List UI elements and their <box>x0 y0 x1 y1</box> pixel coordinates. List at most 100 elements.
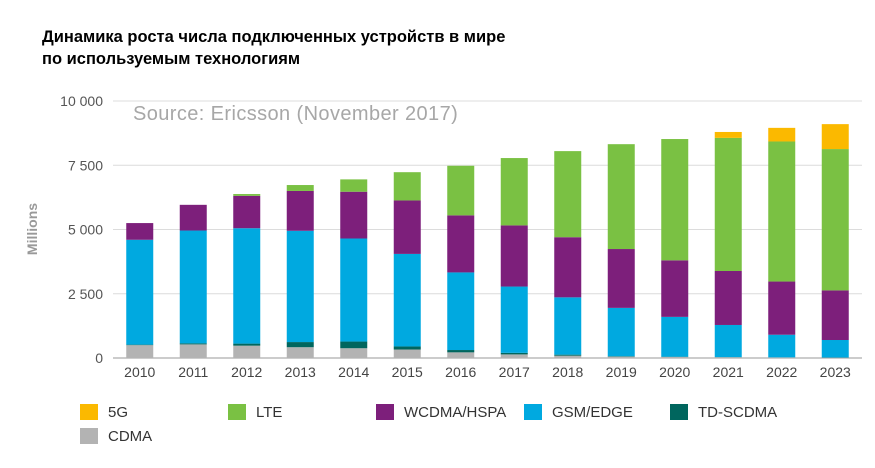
bar-lte-2016 <box>447 165 475 216</box>
bar-lte-2020 <box>661 139 689 261</box>
y-tick-label: 0 <box>95 350 103 366</box>
bar-lte-2019 <box>607 144 635 250</box>
bar-wcdma-hspa-2013 <box>286 190 314 231</box>
bar-lte-2014 <box>340 179 368 192</box>
bar-gsm-edge-2010 <box>126 239 154 345</box>
x-tick-label-2015: 2015 <box>392 364 423 380</box>
bar-td-scdma-2013 <box>286 342 314 348</box>
legend-item-wcdma-hspa: WCDMA/HSPA <box>376 402 506 424</box>
bar-cdma-2018 <box>554 355 582 358</box>
bar-td-scdma-2016 <box>447 350 475 353</box>
legend-swatch-lte <box>228 403 246 420</box>
bar-wcdma-hspa-2020 <box>661 260 689 317</box>
legend-swatch-td-scdma <box>670 403 688 420</box>
x-tick-label-2014: 2014 <box>338 364 369 380</box>
bar-cdma-2015 <box>393 349 421 358</box>
bar-cdma-2019 <box>607 356 635 358</box>
legend-item-gsm-edge: GSM/EDGE <box>524 402 633 424</box>
bar-gsm-edge-2023 <box>821 340 849 358</box>
legend-label-cdma: CDMA <box>108 428 153 445</box>
bar-gsm-edge-2013 <box>286 230 314 343</box>
bar-lte-2023 <box>821 149 849 291</box>
gridlines <box>113 100 862 359</box>
bar-gsm-edge-2022 <box>768 334 796 358</box>
x-tick-label-2010: 2010 <box>124 364 155 380</box>
bar-wcdma-hspa-2018 <box>554 237 582 298</box>
bar-lte-2021 <box>714 137 742 272</box>
x-axis-ticks: 2010 2011 2012 2013 2014 2015 2016 2017 2018 2019… <box>124 364 851 380</box>
bar-lte-2015 <box>393 172 421 201</box>
bar-lte-2013 <box>286 185 314 191</box>
chart-title-line-2: по используемым технологиям <box>42 50 301 68</box>
bar-td-scdma-2017 <box>500 352 528 355</box>
y-axis-ticks: 0 2 500 5 000 7 500 10 000 <box>60 93 103 366</box>
legend-swatch-gsm-edge <box>524 403 542 420</box>
bar-gsm-edge-2020 <box>661 316 689 357</box>
bar-gsm-edge-2015 <box>393 253 421 347</box>
bar-5g-2023 <box>821 124 849 150</box>
bar-gsm-edge-2017 <box>500 286 528 353</box>
source-annotation: Source: Ericsson (November 2017) <box>133 103 458 125</box>
x-tick-label-2017: 2017 <box>499 364 530 380</box>
bar-cdma-2012 <box>233 345 261 358</box>
bar-cdma-2013 <box>286 347 314 358</box>
bar-wcdma-hspa-2017 <box>500 225 528 287</box>
x-tick-label-2021: 2021 <box>713 364 744 380</box>
bar-td-scdma-2015 <box>393 346 421 350</box>
legend-label-5g: 5G <box>108 404 129 421</box>
bar-cdma-2016 <box>447 352 475 358</box>
y-tick-label: 5 000 <box>68 222 103 238</box>
bar-wcdma-hspa-2014 <box>340 191 368 239</box>
bar-gsm-edge-2016 <box>447 272 475 351</box>
chart-title-line-1: Динамика роста числа подключенных устрой… <box>42 28 506 46</box>
bar-wcdma-hspa-2012 <box>233 195 261 229</box>
y-tick-label: 10 000 <box>60 93 103 109</box>
bar-5g-2021 <box>714 131 742 138</box>
bar-gsm-edge-2014 <box>340 238 368 342</box>
legend-label-gsm-edge: GSM/EDGE <box>552 404 633 421</box>
chart-title: Динамика роста числа подключенных устрой… <box>42 26 642 70</box>
x-tick-label-2013: 2013 <box>285 364 316 380</box>
y-axis-label: Millions <box>24 203 40 255</box>
x-tick-label-2022: 2022 <box>766 364 797 380</box>
legend-swatch-5g <box>80 403 98 420</box>
legend-swatch-cdma <box>80 427 98 444</box>
bar-lte-2012 <box>233 194 261 196</box>
bar-cdma-2020 <box>661 356 689 358</box>
legend-swatch-wcdma-hspa <box>376 403 394 420</box>
x-tick-label-2019: 2019 <box>606 364 637 380</box>
bar-cdma-2017 <box>500 354 528 358</box>
legend-label-wcdma-hspa: WCDMA/HSPA <box>404 404 507 421</box>
bar-td-scdma-2010 <box>126 344 154 346</box>
bar-wcdma-hspa-2023 <box>821 290 849 341</box>
bar-5g-2022 <box>768 127 796 142</box>
x-tick-label-2011: 2011 <box>178 364 208 380</box>
y-tick-label: 2 500 <box>68 286 103 302</box>
bar-gsm-edge-2018 <box>554 297 582 355</box>
bar-wcdma-hspa-2015 <box>393 200 421 254</box>
bar-td-scdma-2018 <box>554 354 582 356</box>
legend-item-cdma: CDMA <box>80 426 152 448</box>
bar-td-scdma-2011 <box>179 343 207 345</box>
bar-gsm-edge-2012 <box>233 228 261 344</box>
bar-cdma-2022 <box>768 357 796 358</box>
legend-item-td-scdma: TD-SCDMA <box>670 402 777 424</box>
bar-lte-2017 <box>500 158 528 226</box>
bar-td-scdma-2019 <box>607 356 635 357</box>
bar-wcdma-hspa-2019 <box>607 249 635 308</box>
bars <box>126 124 849 358</box>
bar-gsm-edge-2021 <box>714 324 742 358</box>
bar-wcdma-hspa-2021 <box>714 271 742 325</box>
bar-td-scdma-2014 <box>340 341 368 349</box>
x-tick-label-2023: 2023 <box>820 364 851 380</box>
bar-wcdma-hspa-2010 <box>126 223 154 240</box>
x-tick-label-2016: 2016 <box>445 364 476 380</box>
bar-lte-2018 <box>554 151 582 238</box>
bar-wcdma-hspa-2016 <box>447 215 475 273</box>
bar-cdma-2011 <box>179 344 207 358</box>
bar-wcdma-hspa-2011 <box>179 204 207 231</box>
bar-gsm-edge-2011 <box>179 230 207 344</box>
legend-item-5g: 5G <box>80 402 128 424</box>
bar-cdma-2021 <box>714 357 742 358</box>
